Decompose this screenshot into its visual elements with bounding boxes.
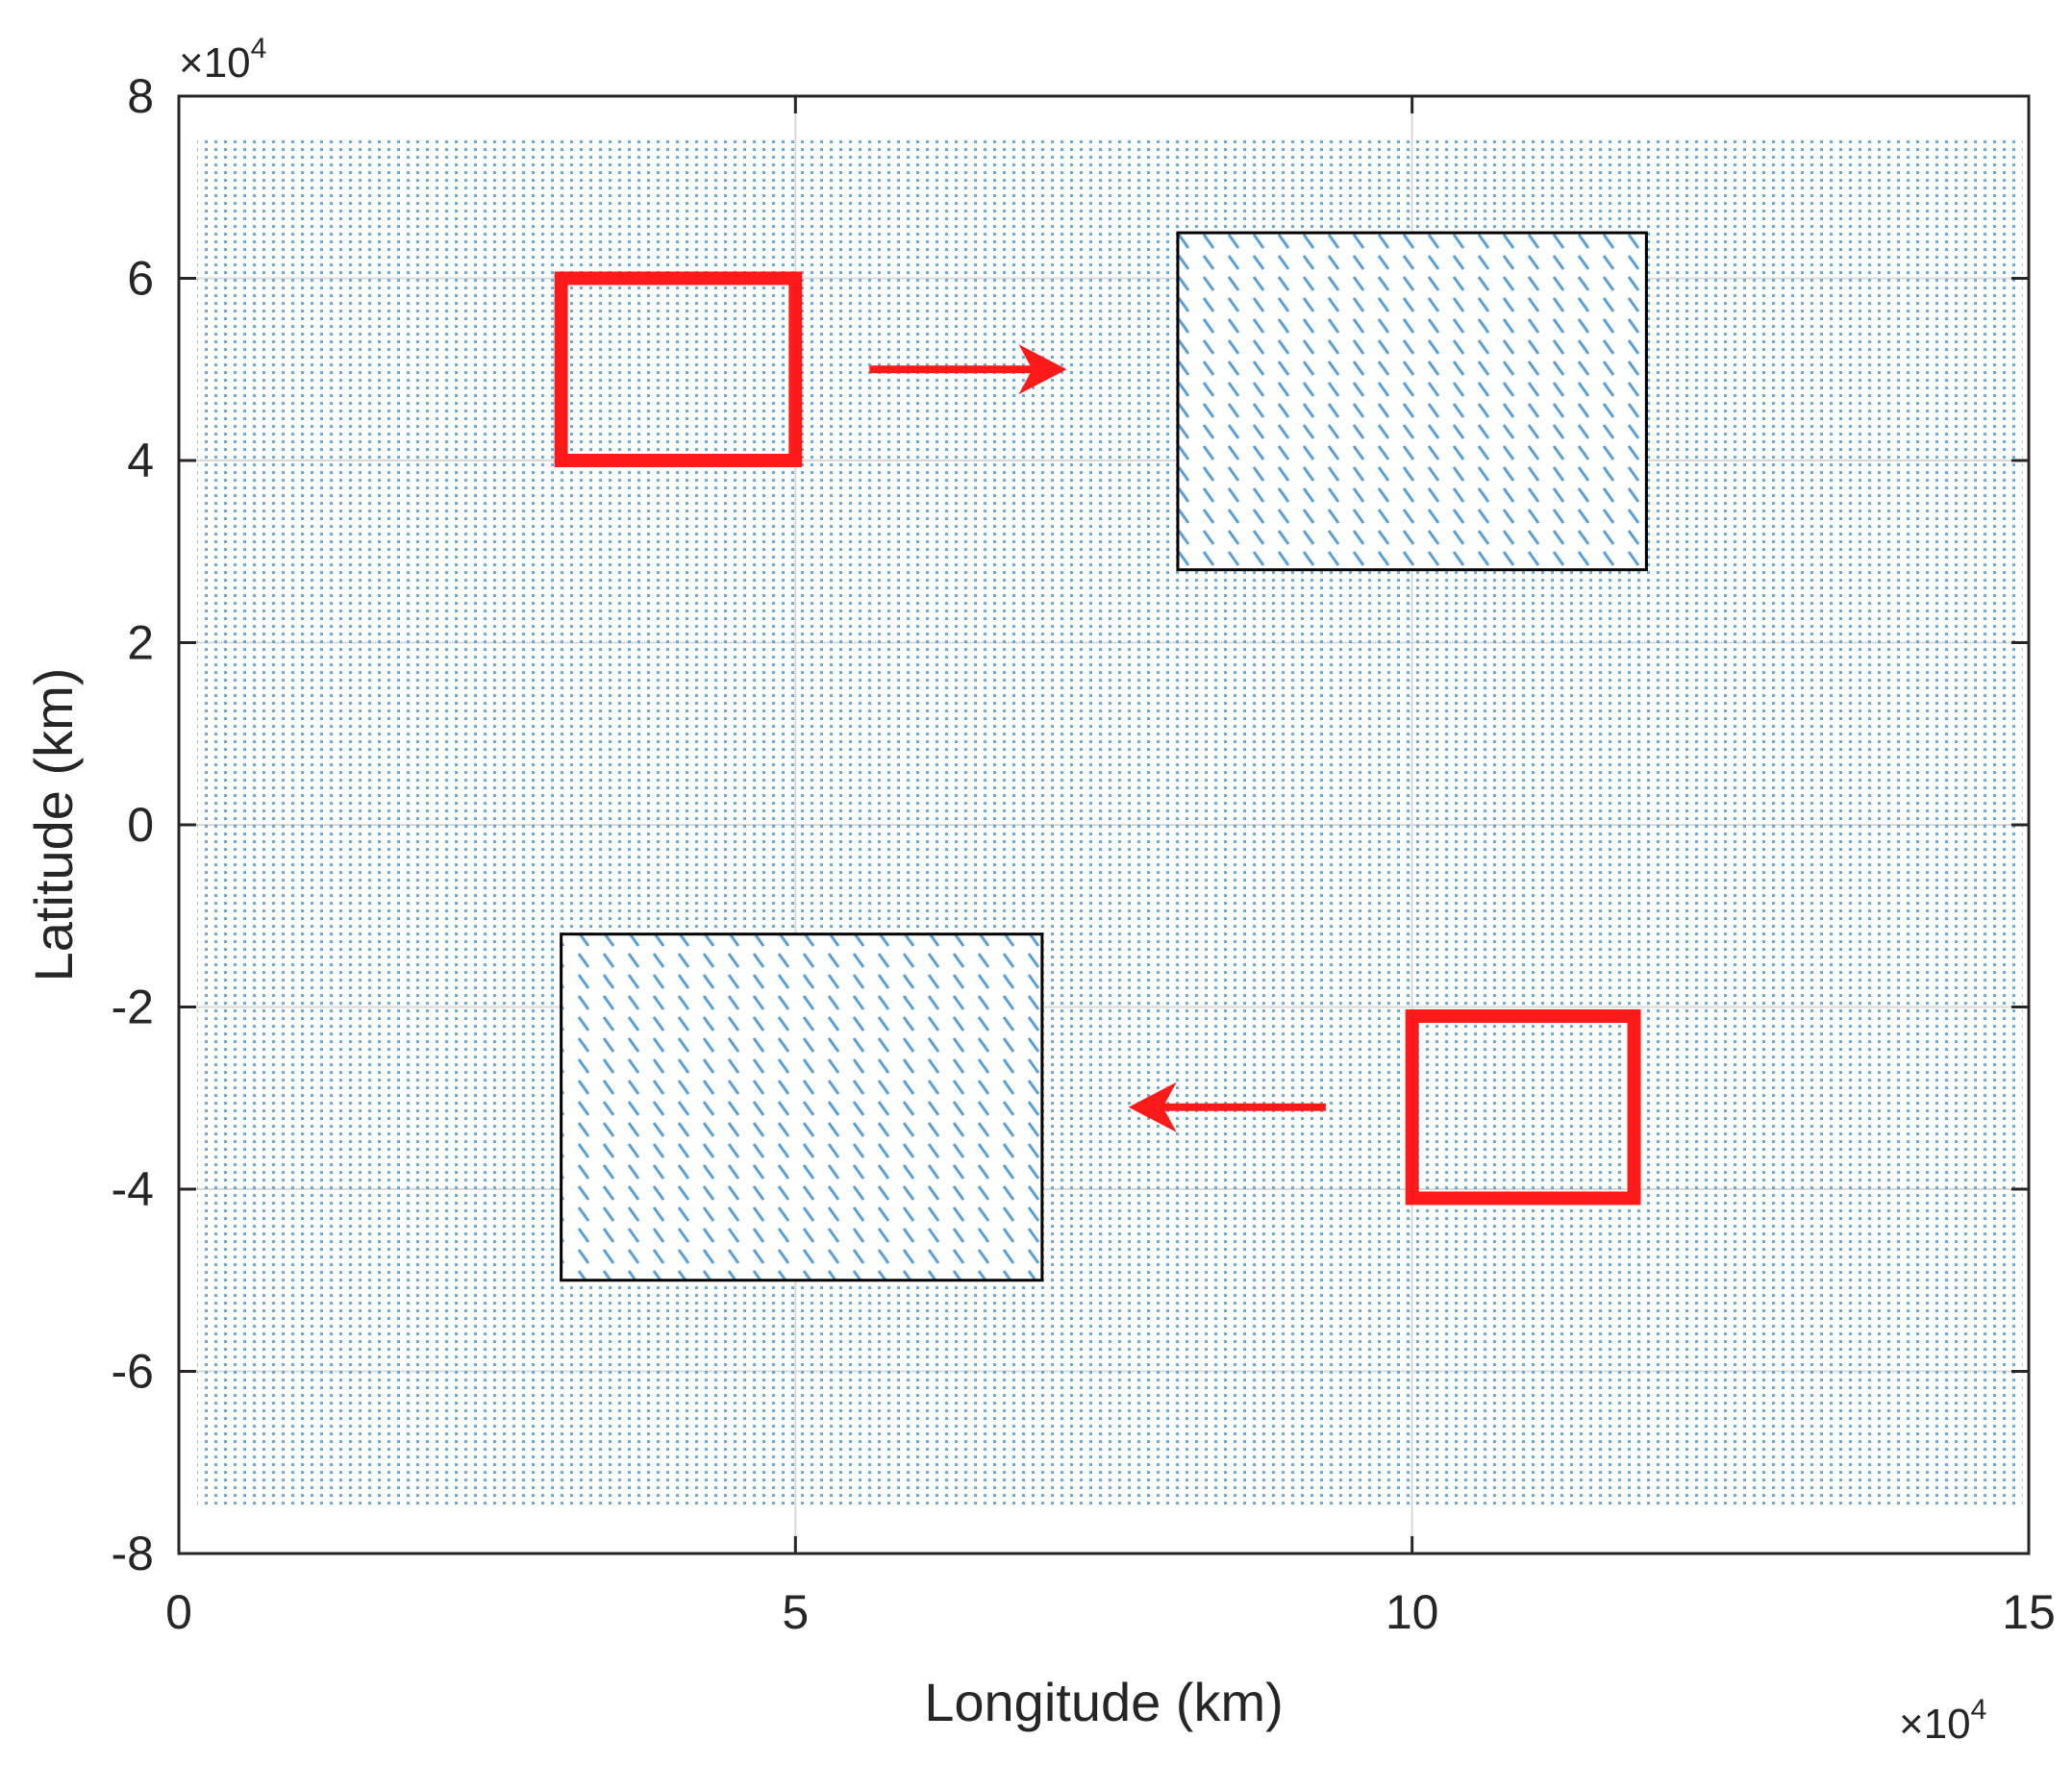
y-tick-label-1: 6 (127, 252, 154, 306)
y-exponent-power: 4 (251, 33, 267, 64)
y-tick-label-3: 2 (127, 616, 154, 670)
zoom-box-lower (560, 932, 1044, 1282)
zoom-box-lower-points (561, 933, 1042, 1280)
x-axis-label: Longitude (km) (924, 1672, 1284, 1732)
y-tick-label-8: -8 (112, 1527, 154, 1580)
annotation-boxes (554, 231, 1648, 1282)
y-axis-exponent: ×104 (179, 33, 266, 87)
highlight-box-upper (554, 271, 803, 467)
x-axis-exponent: ×104 (1899, 1694, 1986, 1748)
y-tick-label-6: -4 (112, 1162, 154, 1216)
x-tick-label-1: 5 (782, 1585, 809, 1639)
annotation-arrows (869, 344, 1326, 1132)
zoom-box-upper (1176, 231, 1648, 572)
arrow-right (869, 344, 1067, 395)
axes: 0 5 10 15 8 6 4 2 0 -2 -4 -6 -8 (112, 69, 2056, 1639)
x-exponent-prefix: ×10 (1899, 1701, 1971, 1748)
x-tick-label-3: 15 (2002, 1585, 2056, 1639)
y-tick-label-5: -2 (112, 981, 154, 1034)
y-tick-label-2: 4 (127, 434, 154, 487)
arrow-right-head (1018, 344, 1067, 395)
scatter-points (197, 137, 2023, 1508)
y-tick-label-0: 8 (127, 69, 154, 123)
y-exponent-prefix: ×10 (179, 39, 251, 87)
y-tick-label-7: -6 (112, 1345, 154, 1399)
y-tick-label-4: 0 (127, 798, 154, 852)
arrow-left (1128, 1081, 1326, 1132)
zoom-box-upper-border (1176, 231, 1648, 572)
arrow-left-head (1128, 1081, 1177, 1132)
point-field (197, 137, 2023, 1508)
zoom-box-upper-points (1177, 233, 1647, 570)
x-tick-label-0: 0 (165, 1585, 192, 1639)
x-tick-label-2: 10 (1385, 1585, 1439, 1639)
y-axis-label: Latitude (km) (23, 668, 84, 982)
zoom-box-lower-border (560, 932, 1044, 1282)
x-exponent-power: 4 (1971, 1694, 1987, 1726)
highlight-box-lower (1405, 1008, 1641, 1206)
